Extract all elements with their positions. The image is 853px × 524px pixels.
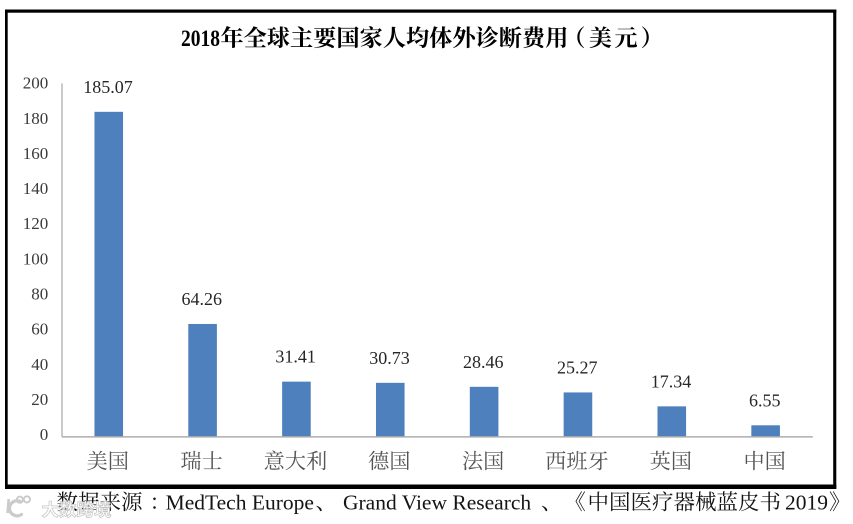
svg-text:40: 40 (31, 355, 48, 374)
svg-text:120: 120 (23, 214, 49, 233)
svg-text:200: 200 (23, 74, 49, 93)
svg-text:Grand View Research: Grand View Research (343, 491, 531, 515)
svg-text:60: 60 (31, 320, 48, 339)
svg-text:180: 180 (23, 109, 49, 128)
svg-text:2019: 2019 (785, 491, 828, 515)
svg-text:140: 140 (23, 179, 49, 198)
svg-text:31.41: 31.41 (275, 347, 316, 367)
svg-text:2018: 2018 (181, 26, 220, 51)
svg-text:100: 100 (23, 249, 49, 268)
svg-text:185.07: 185.07 (83, 77, 133, 97)
svg-text:0: 0 (40, 425, 49, 444)
svg-text:20: 20 (31, 390, 48, 409)
svg-text:160: 160 (23, 144, 49, 163)
svg-text:17.34: 17.34 (651, 371, 692, 391)
svg-text:64.26: 64.26 (182, 289, 223, 309)
svg-text:MedTech Europe: MedTech Europe (166, 491, 314, 515)
svg-text:30.73: 30.73 (369, 348, 410, 368)
svg-text:6.55: 6.55 (749, 390, 781, 410)
svg-text:25.27: 25.27 (557, 357, 598, 377)
svg-text:80: 80 (31, 285, 48, 304)
svg-text:28.46: 28.46 (463, 352, 504, 372)
